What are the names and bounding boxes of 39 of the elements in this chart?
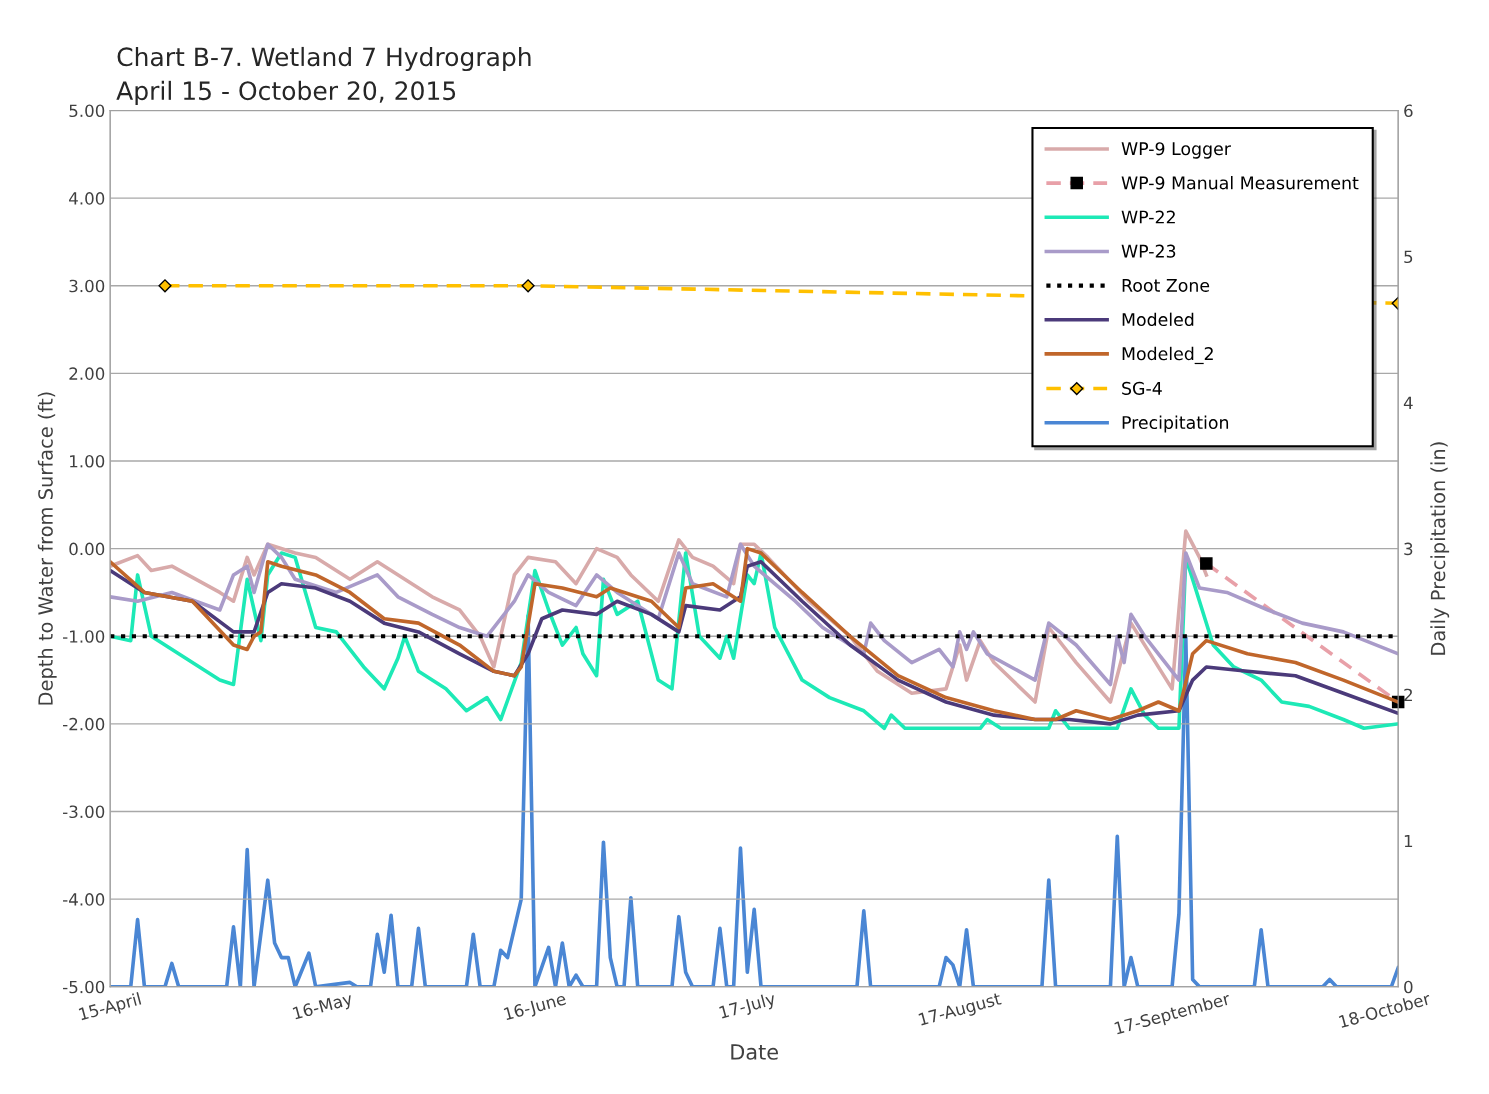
y-tick-label: 0.00 — [69, 542, 105, 556]
chart-title: Chart B-7. Wetland 7 Hydrograph — [117, 46, 531, 72]
y-tick-label: -5.00 — [63, 980, 105, 994]
y2-tick-label: 2 — [1404, 688, 1412, 702]
legend-label: Modeled_2 — [1122, 346, 1213, 365]
legend-label: WP-23 — [1121, 244, 1176, 258]
y-tick-label: -3.00 — [63, 805, 105, 819]
y2-tick-label: 5 — [1404, 250, 1413, 264]
x-tick-label: 17-July — [718, 991, 778, 1022]
y-tick-label: 3.00 — [69, 279, 105, 293]
x-tick-label: 16-May — [292, 992, 354, 1023]
x-tick-label: 15-April — [78, 992, 143, 1024]
y-tick-label: 5.00 — [69, 104, 105, 118]
y2-tick-label: 4 — [1403, 396, 1413, 409]
y2-tick-label: 3 — [1404, 542, 1413, 556]
legend-label: Modeled — [1122, 312, 1194, 327]
chart-subtitle: April 15 - October 20, 2015 — [116, 80, 456, 106]
y-tick-label: 2.00 — [69, 367, 105, 380]
y2-tick-label: 1 — [1404, 834, 1413, 848]
y2-axis-title: Daily Precipitation (in) — [1430, 442, 1450, 655]
y2-tick-label: 6 — [1404, 104, 1413, 118]
y-tick-label: 1.00 — [70, 454, 105, 468]
y-tick-label: 4.00 — [69, 192, 105, 205]
legend-label: Root Zone — [1122, 279, 1210, 292]
x-axis-title: Date — [731, 1044, 778, 1060]
x-tick-label: 16-June — [503, 992, 568, 1024]
point — [521, 279, 535, 293]
legend-label: Precipitation — [1122, 415, 1229, 433]
y2-tick-label: 0 — [1404, 980, 1413, 994]
legend-label: SG-4 — [1122, 381, 1162, 395]
y-tick-label: -2.00 — [63, 717, 105, 731]
line-series — [110, 542, 1399, 687]
legend-label: WP-9 Manual Measurement — [1121, 175, 1359, 190]
y-tick-label: -4.00 — [63, 893, 105, 906]
legend-label: WP-22 — [1121, 210, 1175, 224]
point — [158, 279, 172, 293]
y-tick-label: -1.00 — [63, 630, 105, 643]
y-axis-title: Depth to Water from Surface (ft) — [37, 392, 57, 705]
legend-label: WP-9 Logger — [1121, 142, 1231, 159]
